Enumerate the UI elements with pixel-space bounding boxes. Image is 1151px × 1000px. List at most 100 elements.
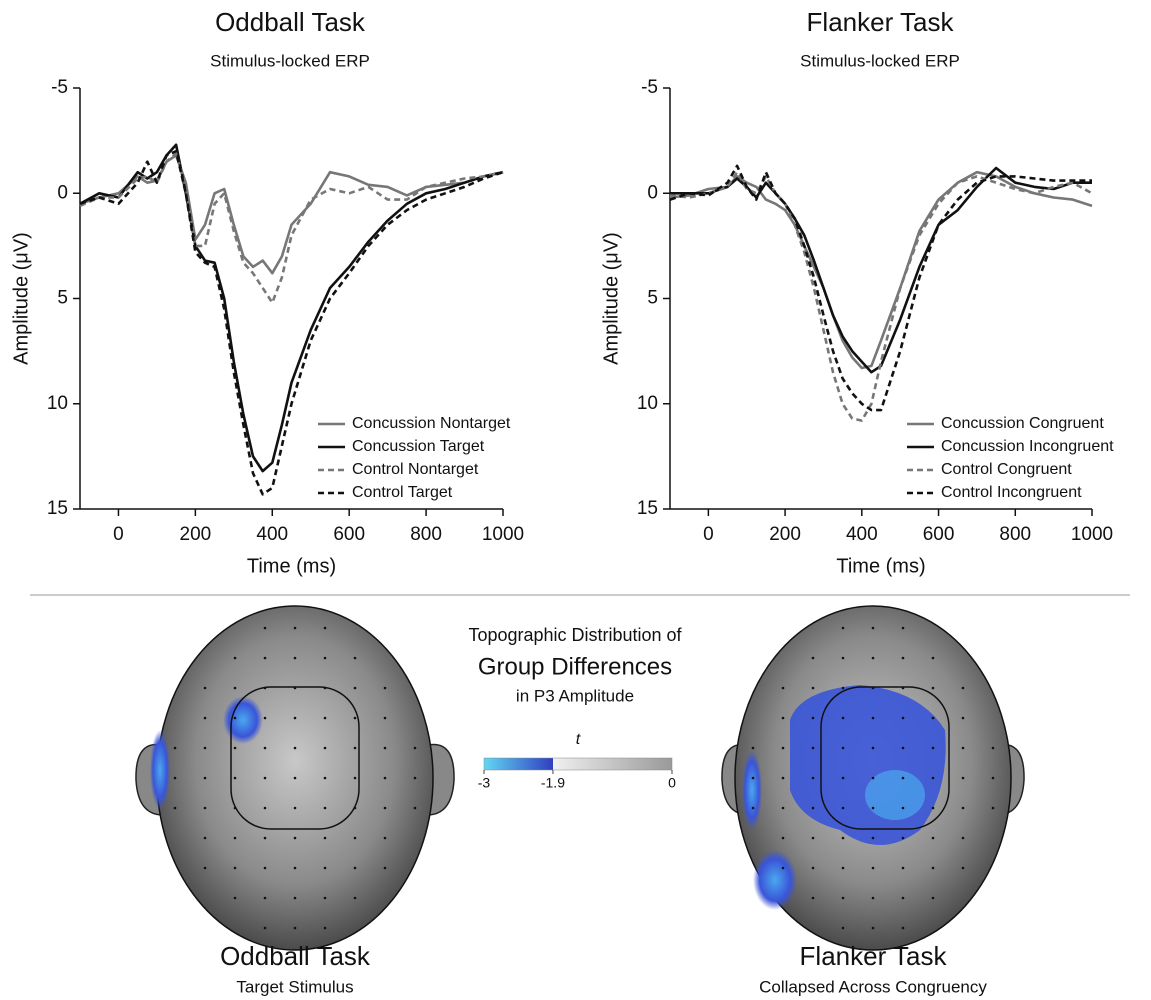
electrode: [872, 807, 875, 810]
electrode: [174, 777, 177, 780]
electrode: [812, 657, 815, 660]
chart-title: Oddball Task: [215, 7, 366, 37]
electrode: [324, 927, 327, 930]
electrode: [842, 927, 845, 930]
electrode: [872, 837, 875, 840]
y-tick-label: 10: [47, 393, 68, 414]
electrode: [354, 867, 357, 870]
electrode: [324, 897, 327, 900]
map-subtitle: Collapsed Across Congruency: [759, 977, 987, 996]
electrode: [932, 657, 935, 660]
y-tick-label: -5: [641, 77, 658, 98]
electrode: [234, 717, 237, 720]
electrode: [872, 867, 875, 870]
electrode: [902, 687, 905, 690]
electrode: [234, 807, 237, 810]
electrode: [782, 807, 785, 810]
electrode: [992, 777, 995, 780]
electrode: [932, 687, 935, 690]
electrode: [902, 777, 905, 780]
electrode: [294, 807, 297, 810]
electrode: [414, 777, 417, 780]
electrode: [902, 927, 905, 930]
electrode: [294, 867, 297, 870]
electrode: [962, 777, 965, 780]
colorbar-label: t: [576, 731, 581, 748]
y-tick-label: 0: [57, 182, 68, 203]
electrode: [264, 687, 267, 690]
electrode: [264, 657, 267, 660]
electrode: [384, 867, 387, 870]
electrode: [204, 837, 207, 840]
electrode: [264, 627, 267, 630]
y-tick-label: 5: [57, 288, 68, 309]
legend-label: Concussion Target: [352, 438, 485, 455]
x-tick-label: 0: [113, 524, 124, 545]
electrode: [932, 747, 935, 750]
topo-heading: Group Differences: [478, 653, 672, 680]
electrode: [264, 777, 267, 780]
electrode: [872, 747, 875, 750]
data-line: [670, 172, 1092, 420]
electrode: [812, 777, 815, 780]
electrode: [234, 837, 237, 840]
electrode: [384, 807, 387, 810]
electrode: [414, 747, 417, 750]
electrode: [872, 897, 875, 900]
electrode: [354, 687, 357, 690]
electrode: [932, 777, 935, 780]
electrode: [842, 867, 845, 870]
figure: Topographic Distribution of Group Differ…: [0, 0, 1151, 1000]
electrode: [842, 897, 845, 900]
electrode: [872, 777, 875, 780]
electrode: [324, 717, 327, 720]
electrode: [414, 807, 417, 810]
electrode: [872, 657, 875, 660]
electrode: [752, 777, 755, 780]
colorbar-tick-label: -3: [478, 775, 491, 791]
electrode: [264, 867, 267, 870]
electrode: [752, 747, 755, 750]
electrode: [842, 777, 845, 780]
x-tick-label: 400: [256, 524, 288, 545]
electrode: [354, 807, 357, 810]
electrode: [902, 867, 905, 870]
electrode: [294, 627, 297, 630]
electrode: [842, 657, 845, 660]
electrode: [812, 687, 815, 690]
electrode: [962, 807, 965, 810]
electrode: [962, 717, 965, 720]
colorbar: [484, 758, 672, 770]
colorbar-tick-label: -1.9: [541, 775, 565, 791]
electrode: [354, 747, 357, 750]
electrode: [264, 897, 267, 900]
electrode: [234, 657, 237, 660]
electrode: [782, 777, 785, 780]
electrode: [812, 807, 815, 810]
electrode: [204, 867, 207, 870]
electrode: [234, 777, 237, 780]
y-tick-label: -5: [51, 77, 68, 98]
electrode: [992, 807, 995, 810]
electrode: [294, 897, 297, 900]
map-title: Flanker Task: [800, 941, 948, 971]
electrode: [174, 807, 177, 810]
electrode: [872, 717, 875, 720]
colorbar-tick-label: 0: [668, 775, 676, 791]
electrode: [234, 747, 237, 750]
y-tick-label: 5: [647, 288, 658, 309]
electrode: [962, 867, 965, 870]
electrode: [902, 717, 905, 720]
electrode: [264, 837, 267, 840]
electrode: [354, 897, 357, 900]
electrode: [962, 747, 965, 750]
electrode: [204, 717, 207, 720]
electrode: [384, 837, 387, 840]
electrode: [204, 687, 207, 690]
electrode: [234, 687, 237, 690]
x-tick-label: 800: [410, 524, 442, 545]
electrode: [354, 837, 357, 840]
electrode: [782, 717, 785, 720]
y-tick-label: 10: [637, 393, 658, 414]
electrode: [902, 747, 905, 750]
